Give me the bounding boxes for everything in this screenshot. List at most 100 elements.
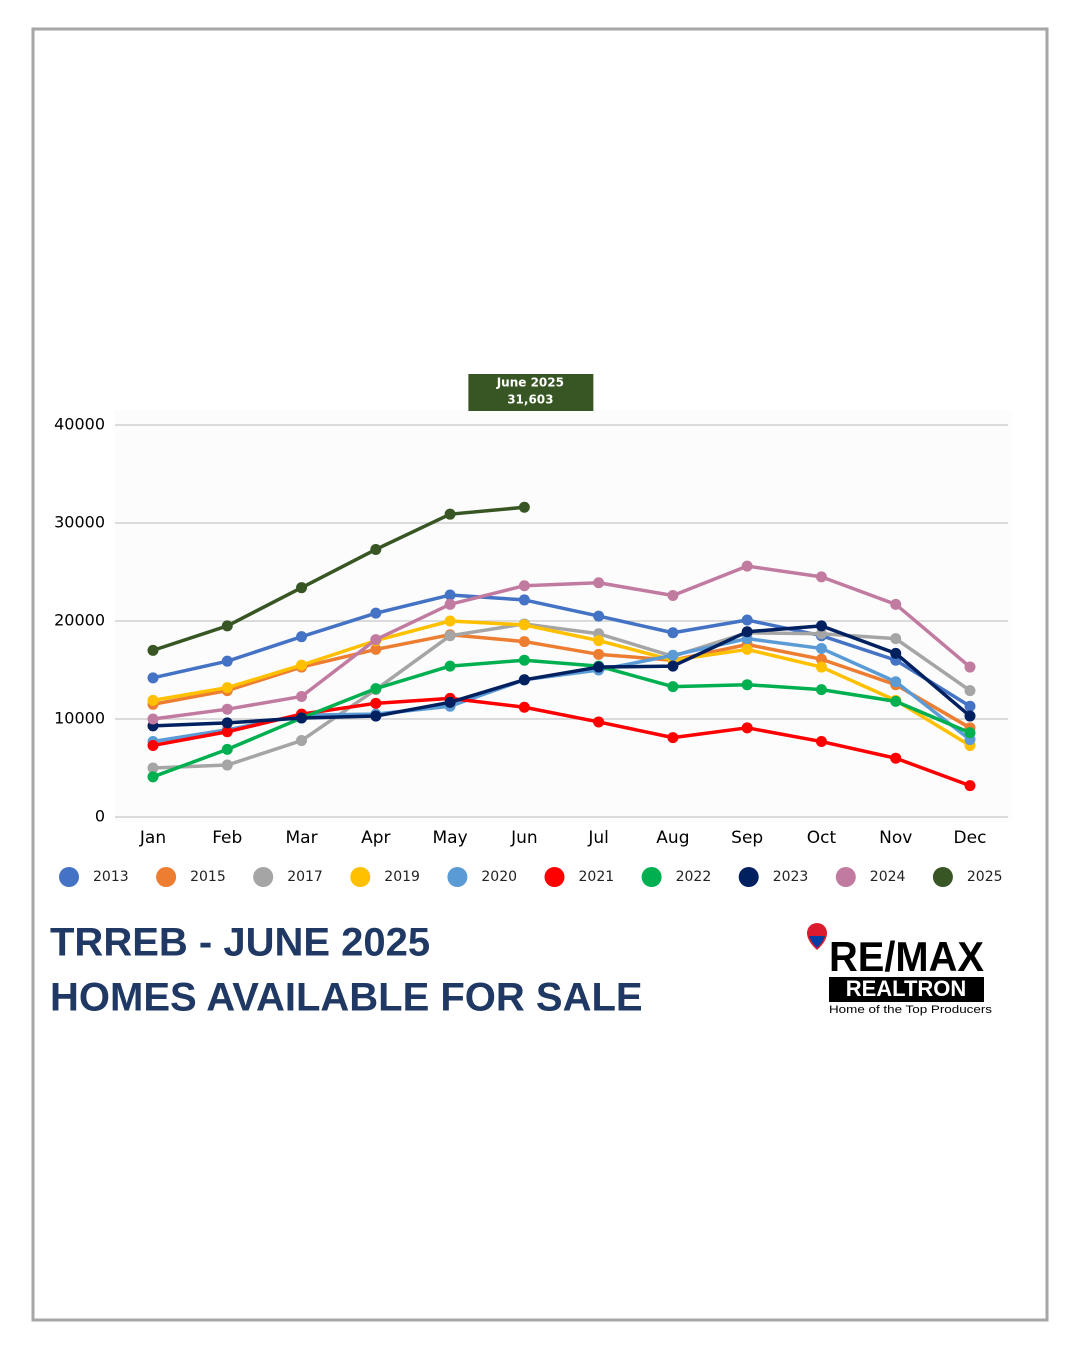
point [296,690,308,702]
point [741,679,753,691]
legend-label: 2022 [676,869,712,885]
point [370,607,382,619]
logo: RE/MAX REALTRON Home of the Top Producer… [807,923,993,1016]
point [147,739,159,751]
point [147,672,159,684]
series-line [152,622,972,770]
point [518,674,530,686]
point [221,717,233,729]
point [890,695,902,707]
point [593,635,605,647]
point [667,732,679,744]
x-tick-label: Aug [656,828,689,848]
legend-label: 2025 [967,869,1003,885]
point [593,716,605,728]
x-tick-label: Jul [587,828,609,848]
point [815,661,827,673]
point [890,598,902,610]
legend-swatch [835,867,856,887]
legend-label: 2015 [190,869,226,885]
point [741,722,753,734]
point [741,626,753,638]
point [147,713,159,725]
point [815,684,827,696]
point [370,697,382,709]
point [815,736,827,748]
point [296,631,308,643]
point [518,636,530,648]
series-line [152,564,972,721]
point [147,694,159,706]
point [370,634,382,646]
point [593,610,605,622]
x-tick-label: Nov [879,828,912,848]
logo-name: REALTRON [846,976,967,1001]
legend-swatch [641,867,662,887]
point [518,580,530,592]
point [815,642,827,654]
y-tick-label: 30000 [54,513,105,532]
point [890,647,902,659]
balloon [809,936,825,948]
legend-label: 2019 [384,869,420,885]
x-tick-label: Dec [954,828,987,848]
point [741,560,753,572]
point [964,700,976,712]
point [964,661,976,673]
x-tick-label: Jan [139,828,166,848]
point [147,644,159,656]
point [815,653,827,665]
point [593,661,605,673]
point [444,630,456,642]
point [815,620,827,632]
point [667,590,679,602]
point [815,628,827,640]
y-tick-label: 40000 [54,415,105,434]
legend-swatch [253,867,274,887]
legend-swatch [544,867,565,887]
logo-tagline: Home of the Top Producers [829,1004,993,1016]
point [147,771,159,783]
series-line [152,624,972,728]
point [370,710,382,722]
point [964,727,976,739]
data-label: 31,603 [507,393,553,407]
point [444,589,456,601]
point [221,743,233,755]
legend-swatch [447,867,468,887]
x-tick-label: Mar [286,828,318,848]
point [296,582,308,594]
point [741,643,753,655]
point [221,759,233,771]
point [964,780,976,792]
series-line [152,658,971,779]
point [221,703,233,715]
point [221,726,233,738]
legend-swatch [932,867,953,887]
annotation-title: June 2025 [496,376,564,390]
point [518,701,530,713]
series-line [152,593,971,708]
point [667,627,679,639]
point [890,676,902,688]
legend-label: 2021 [579,869,615,885]
point [593,577,605,589]
point [964,710,976,722]
point [444,615,456,627]
point [296,735,308,747]
point [741,614,753,626]
point [444,508,456,520]
x-tick-label: Oct [807,828,837,848]
y-tick-label: 0 [95,807,105,826]
heading: HOMES AVAILABLE FOR SALE [50,976,643,1020]
point [147,762,159,774]
series-line [152,505,525,653]
logo-band [829,977,984,1002]
legend-swatch [59,867,79,887]
point [518,594,530,606]
point [444,598,456,610]
heading: TRREB - JUNE 2025 [50,921,430,965]
y-tick-label: 10000 [54,709,105,728]
x-tick-label: May [433,828,468,848]
